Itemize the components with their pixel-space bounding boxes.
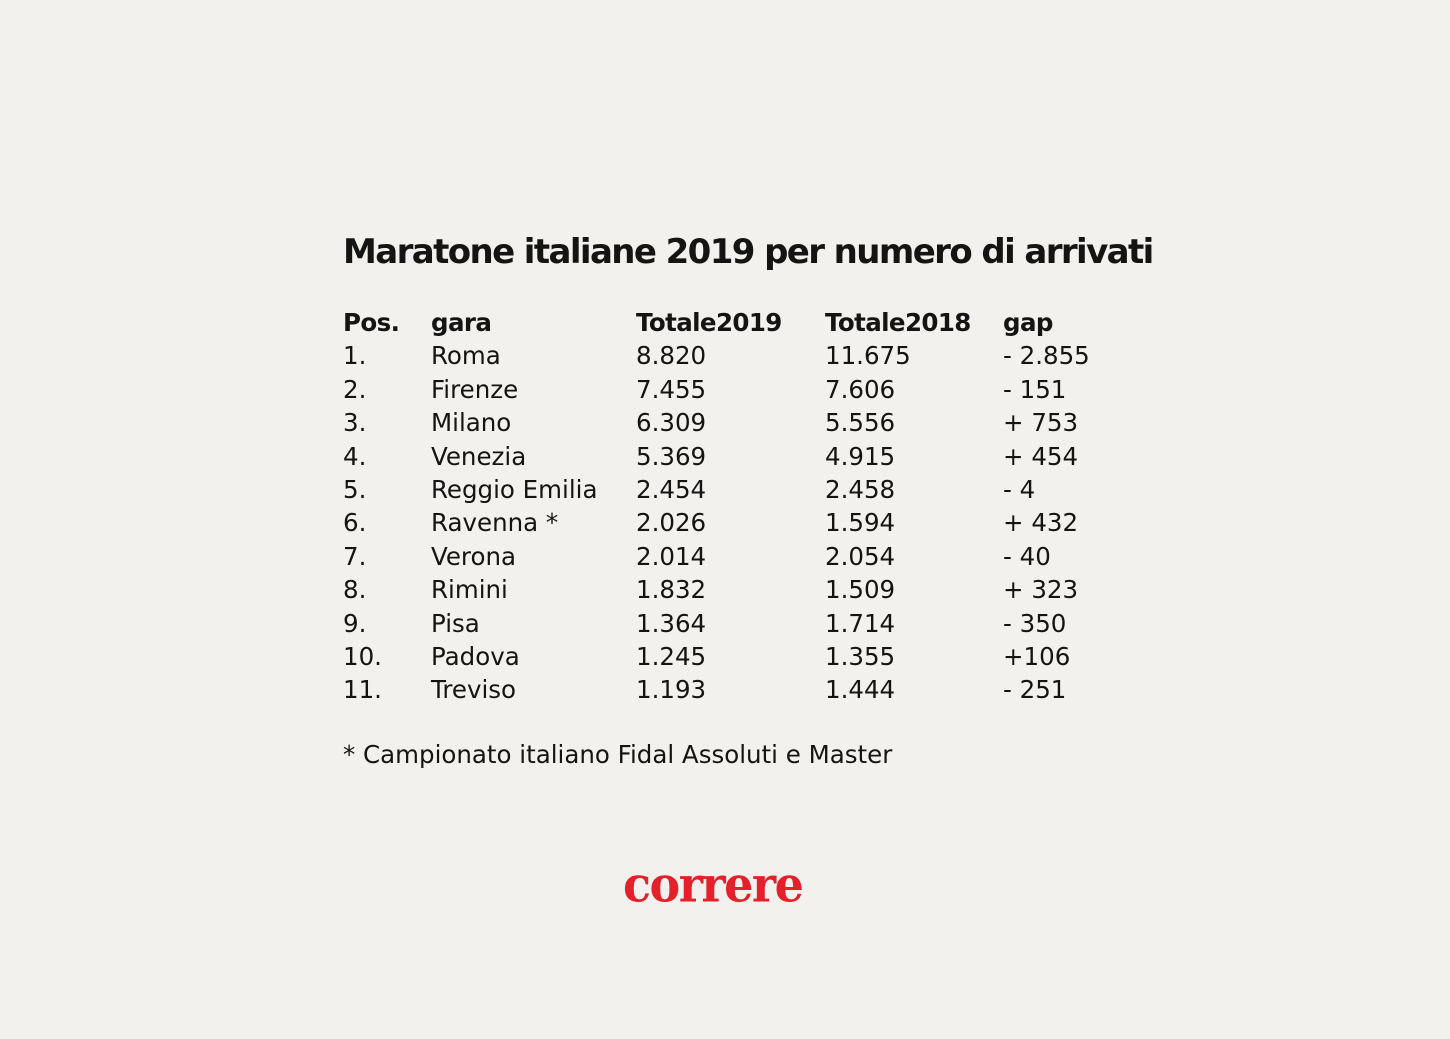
cell-totale2018: 1.355 xyxy=(825,642,896,672)
cell-gap: + 432 xyxy=(1003,508,1079,538)
cell-totale2018: 7.606 xyxy=(825,374,896,404)
table-row: 8. Rimini 1.832 1.509 + 323 xyxy=(343,573,1113,606)
cell-gara: Reggio Emilia xyxy=(431,475,598,505)
header-pos: Pos. xyxy=(343,308,400,337)
cell-pos: 4. xyxy=(343,441,367,471)
header-totale2019: Totale2019 xyxy=(636,308,782,337)
table-row: 3. Milano 6.309 5.556 + 753 xyxy=(343,406,1113,439)
cell-gara: Rimini xyxy=(431,575,508,605)
cell-pos: 11. xyxy=(343,675,382,705)
cell-pos: 9. xyxy=(343,608,367,638)
cell-gap: - 151 xyxy=(1003,374,1067,404)
cell-pos: 6. xyxy=(343,508,367,538)
cell-totale2018: 4.915 xyxy=(825,441,896,471)
cell-gara: Milano xyxy=(431,408,512,438)
table-row: 5. Reggio Emilia 2.454 2.458 - 4 xyxy=(343,473,1113,506)
cell-totale2018: 1.594 xyxy=(825,508,896,538)
table-row: 2. Firenze 7.455 7.606 - 151 xyxy=(343,373,1113,406)
cell-totale2019: 8.820 xyxy=(636,341,707,371)
cell-gara: Treviso xyxy=(431,675,517,705)
cell-totale2018: 1.509 xyxy=(825,575,896,605)
table-header: Pos. gara Totale2019 Totale2018 gap xyxy=(343,306,1113,339)
table-row: 11. Treviso 1.193 1.444 - 251 xyxy=(343,673,1113,706)
cell-totale2018: 11.675 xyxy=(825,341,911,371)
cell-gap: - 4 xyxy=(1003,475,1036,505)
cell-gara: Ravenna * xyxy=(431,508,559,538)
cell-pos: 10. xyxy=(343,642,382,672)
table-row: 1. Roma 8.820 11.675 - 2.855 xyxy=(343,339,1113,372)
table-row: 10. Padova 1.245 1.355 +106 xyxy=(343,640,1113,673)
cell-gara: Venezia xyxy=(431,441,527,471)
cell-totale2019: 5.369 xyxy=(636,441,707,471)
cell-gap: + 323 xyxy=(1003,575,1079,605)
cell-totale2018: 2.054 xyxy=(825,541,896,571)
header-gap: gap xyxy=(1003,308,1053,337)
cell-pos: 7. xyxy=(343,541,367,571)
cell-gap: - 40 xyxy=(1003,541,1051,571)
table-row: 9. Pisa 1.364 1.714 - 350 xyxy=(343,607,1113,640)
table-row: 4. Venezia 5.369 4.915 + 454 xyxy=(343,440,1113,473)
cell-totale2018: 1.714 xyxy=(825,608,896,638)
cell-gap: - 2.855 xyxy=(1003,341,1090,371)
cell-totale2019: 1.832 xyxy=(636,575,707,605)
cell-totale2018: 2.458 xyxy=(825,475,896,505)
cell-pos: 2. xyxy=(343,374,367,404)
cell-pos: 1. xyxy=(343,341,367,371)
cell-gara: Roma xyxy=(431,341,501,371)
cell-pos: 8. xyxy=(343,575,367,605)
header-totale2018: Totale2018 xyxy=(825,308,971,337)
cell-pos: 5. xyxy=(343,475,367,505)
cell-totale2019: 6.309 xyxy=(636,408,707,438)
cell-gap: - 350 xyxy=(1003,608,1067,638)
cell-gap: + 454 xyxy=(1003,441,1079,471)
cell-gara: Pisa xyxy=(431,608,480,638)
cell-totale2019: 7.455 xyxy=(636,374,707,404)
cell-totale2019: 1.193 xyxy=(636,675,707,705)
table-body: 1. Roma 8.820 11.675 - 2.855 2. Firenze … xyxy=(343,339,1113,706)
cell-totale2018: 1.444 xyxy=(825,675,896,705)
cell-totale2019: 2.026 xyxy=(636,508,707,538)
cell-gara: Padova xyxy=(431,642,520,672)
cell-totale2018: 5.556 xyxy=(825,408,896,438)
cell-pos: 3. xyxy=(343,408,367,438)
cell-gap: + 753 xyxy=(1003,408,1079,438)
page-title: Maratone italiane 2019 per numero di arr… xyxy=(343,232,1154,272)
table-row: 6. Ravenna * 2.026 1.594 + 432 xyxy=(343,506,1113,539)
cell-gara: Firenze xyxy=(431,374,519,404)
table-row: 7. Verona 2.014 2.054 - 40 xyxy=(343,540,1113,573)
marathon-ranking-table: Pos. gara Totale2019 Totale2018 gap 1. R… xyxy=(343,306,1113,707)
cell-gara: Verona xyxy=(431,541,516,571)
header-gara: gara xyxy=(431,308,492,337)
correre-logo: correre xyxy=(623,856,804,913)
cell-totale2019: 2.014 xyxy=(636,541,707,571)
table-header-row: Pos. gara Totale2019 Totale2018 gap xyxy=(343,306,1113,339)
footnote: * Campionato italiano Fidal Assoluti e M… xyxy=(343,740,893,769)
cell-gap: +106 xyxy=(1003,642,1071,672)
cell-gap: - 251 xyxy=(1003,675,1067,705)
cell-totale2019: 1.364 xyxy=(636,608,707,638)
cell-totale2019: 1.245 xyxy=(636,642,707,672)
cell-totale2019: 2.454 xyxy=(636,475,707,505)
